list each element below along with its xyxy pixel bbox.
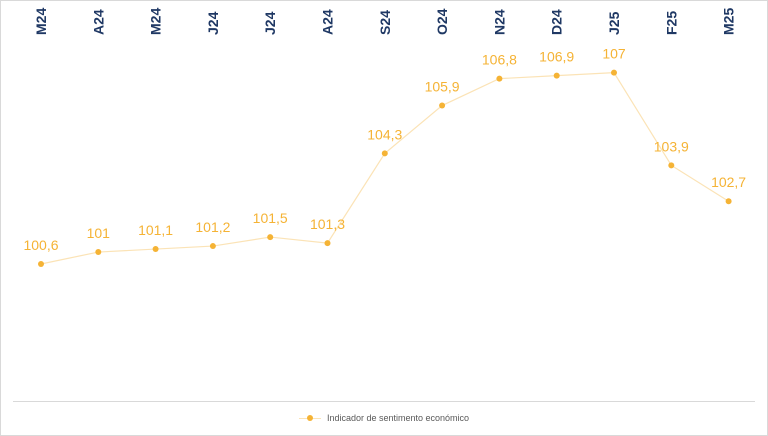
legend-line-icon (298, 414, 321, 421)
data-labels: 100,6 101 101,1 101,2 101,5 101,3 104,3 105,9 10… (23, 46, 746, 253)
data-point[interactable] (725, 198, 732, 205)
legend-marker-icon (306, 414, 313, 421)
data-label: 100,6 (23, 237, 58, 253)
x-tick-label: J24 (262, 11, 278, 35)
legend-label: Indicador de sentimento económico (326, 413, 470, 423)
data-label: 101,2 (195, 219, 230, 235)
data-label: 101 (87, 225, 111, 241)
data-label: 101,3 (310, 216, 345, 232)
data-point[interactable] (611, 69, 617, 76)
x-tick-label: A24 (320, 9, 336, 35)
data-point[interactable] (439, 102, 446, 109)
data-label: 107 (602, 46, 626, 62)
x-tick-label: M25 (721, 8, 737, 35)
x-tick-label: S24 (377, 10, 393, 35)
x-tick-label: M24 (148, 8, 164, 35)
data-point[interactable] (324, 240, 331, 247)
data-label: 101,5 (253, 210, 288, 226)
data-label: 105,9 (425, 79, 460, 95)
data-point[interactable] (267, 234, 274, 241)
data-point[interactable] (553, 72, 560, 79)
x-tick-label: D24 (549, 9, 565, 35)
data-label: 103,9 (654, 138, 689, 154)
data-point[interactable] (381, 150, 388, 157)
x-tick-label: J25 (606, 11, 622, 35)
legend[interactable]: Indicador de sentimento económico (1, 413, 767, 423)
x-tick-label: A24 (90, 9, 106, 35)
data-label: 106,8 (482, 52, 517, 68)
data-point[interactable] (152, 246, 159, 253)
data-point[interactable] (209, 243, 216, 250)
data-point[interactable] (668, 162, 675, 169)
x-tick-label: N24 (491, 9, 507, 35)
data-label: 104,3 (367, 126, 402, 142)
data-point[interactable] (496, 75, 503, 82)
data-points (38, 69, 732, 267)
x-tick-label: M24 (33, 8, 49, 35)
data-label: 101,1 (138, 222, 173, 238)
x-tick-label: F25 (663, 11, 679, 35)
data-label: 102,7 (711, 174, 746, 190)
data-point[interactable] (38, 261, 44, 267)
legend-divider (13, 401, 755, 402)
x-tick-label: O24 (434, 8, 450, 35)
x-axis-tick-labels: M24 A24 M24 J24 J24 A24 S24 O24 N24 D24 J25 F25 M25 (33, 8, 737, 35)
data-point[interactable] (95, 249, 102, 256)
data-label: 106,9 (539, 49, 574, 65)
x-tick-label: J24 (205, 11, 221, 35)
